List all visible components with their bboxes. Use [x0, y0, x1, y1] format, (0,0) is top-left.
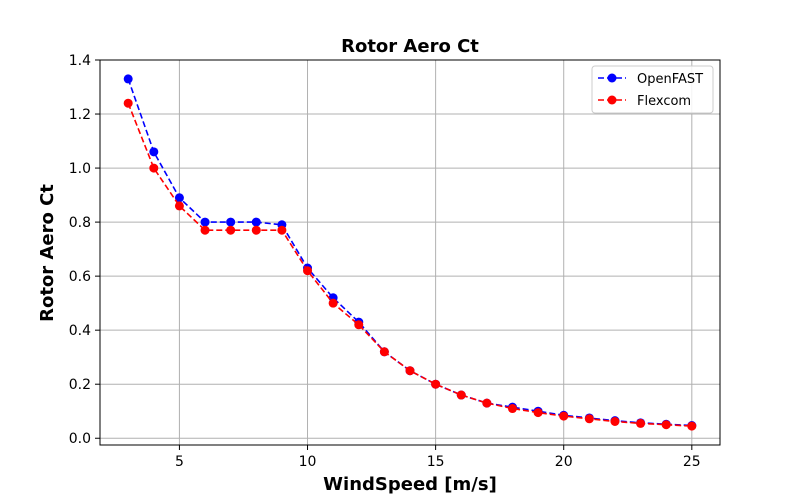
data-point-openfast	[200, 217, 210, 227]
data-point-flexcom	[303, 266, 313, 276]
data-point-flexcom	[456, 390, 466, 400]
data-point-openfast	[123, 74, 133, 84]
data-point-flexcom	[328, 298, 338, 308]
legend-item-flexcom: Flexcom	[598, 94, 691, 109]
y-axis: 0.0 0.2 0.4 0.6 0.8 1.0 1.2 1.4	[69, 53, 100, 447]
y-tick-label: 0.8	[69, 215, 91, 231]
y-axis-title: Rotor Aero Ct	[37, 184, 58, 322]
series-openfast	[123, 74, 697, 431]
data-point-flexcom	[687, 421, 697, 431]
data-point-flexcom	[251, 225, 261, 235]
y-tick-label: 0.6	[69, 269, 91, 285]
data-point-openfast	[251, 217, 261, 227]
data-point-flexcom	[661, 420, 671, 430]
grid	[100, 59, 720, 445]
data-point-flexcom	[379, 347, 389, 357]
legend-marker-flexcom	[607, 95, 617, 105]
y-tick-label: 1.0	[69, 161, 91, 177]
x-tick-label: 15	[427, 454, 445, 470]
data-point-flexcom	[610, 416, 620, 426]
x-axis: 5 10 15 20 25	[175, 445, 701, 470]
data-point-flexcom	[533, 408, 543, 418]
legend-box	[591, 65, 714, 114]
chart-title: Rotor Aero Ct	[341, 36, 479, 57]
data-point-flexcom	[405, 366, 415, 376]
y-tick-label: 0.0	[69, 431, 91, 447]
legend-item-openfast: OpenFAST	[598, 72, 703, 87]
y-tick-label: 0.2	[69, 377, 91, 393]
legend-label-openfast: OpenFAST	[637, 72, 703, 87]
legend: OpenFAST Flexcom	[591, 65, 714, 114]
data-point-flexcom	[584, 414, 594, 424]
x-tick-label: 10	[299, 454, 317, 470]
legend-marker-openfast	[607, 73, 617, 83]
data-point-flexcom	[636, 418, 646, 428]
data-point-openfast	[174, 193, 184, 203]
data-point-flexcom	[277, 225, 287, 235]
y-tick-label: 1.4	[69, 53, 91, 69]
y-tick-label: 1.2	[69, 107, 91, 123]
x-tick-label: 25	[683, 454, 701, 470]
data-point-openfast	[226, 217, 236, 227]
data-point-flexcom	[123, 98, 133, 108]
legend-label-flexcom: Flexcom	[637, 94, 691, 109]
data-point-flexcom	[200, 225, 210, 235]
data-point-openfast	[149, 147, 159, 157]
data-point-flexcom	[431, 379, 441, 389]
data-point-flexcom	[354, 320, 364, 330]
plot-frame	[99, 59, 721, 446]
x-axis-title: WindSpeed [m/s]	[323, 474, 497, 495]
data-point-flexcom	[149, 163, 159, 173]
data-point-flexcom	[507, 404, 517, 414]
x-tick-label: 5	[175, 454, 184, 470]
x-tick-label: 20	[555, 454, 573, 470]
series-flexcom	[123, 98, 697, 431]
data-point-flexcom	[174, 201, 184, 211]
data-point-flexcom	[482, 398, 492, 408]
data-point-flexcom	[226, 225, 236, 235]
y-tick-label: 0.4	[69, 323, 91, 339]
data-point-flexcom	[559, 411, 569, 421]
series-layer	[123, 74, 697, 431]
series-line-flexcom	[127, 102, 692, 427]
